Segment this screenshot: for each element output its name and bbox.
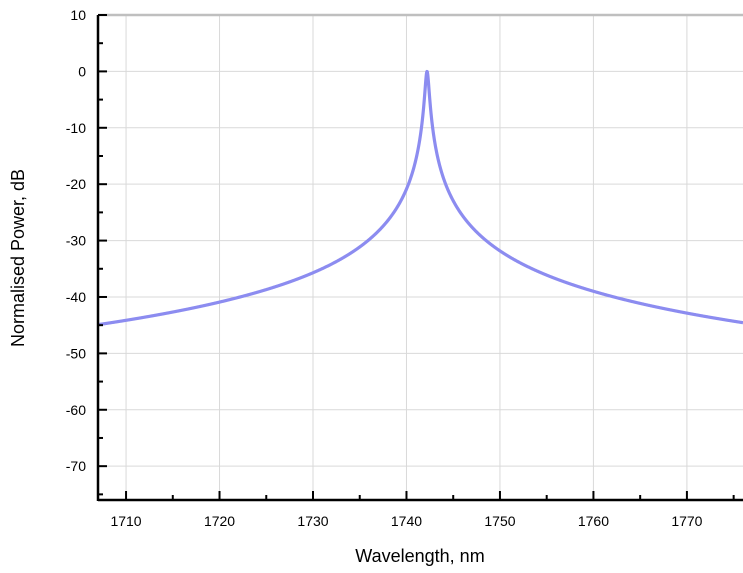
x-tick-label: 1730 [297, 513, 328, 529]
y-tick-label: -10 [66, 120, 86, 136]
y-axis-title: Normalised Power, dB [8, 169, 28, 347]
x-tick-label: 1750 [484, 513, 515, 529]
y-tick-label: -20 [66, 176, 86, 192]
y-tick-label: 10 [70, 7, 86, 23]
x-tick-label: 1720 [204, 513, 235, 529]
series-line [96, 69, 743, 327]
tick-labels: 1710 1720 1730 1740 1750 1760 1770 10 0 -10 -20 -30… [66, 7, 703, 529]
x-tick-label: 1760 [578, 513, 609, 529]
x-axis-title: Wavelength, nm [355, 546, 484, 566]
y-tick-label: -70 [66, 458, 86, 474]
ticks [98, 14, 735, 500]
x-tick-label: 1740 [391, 513, 422, 529]
y-tick-label: 0 [78, 63, 86, 79]
x-tick-label: 1710 [110, 513, 141, 529]
y-tick-label: -60 [66, 402, 86, 418]
series-layer [96, 69, 743, 327]
axes [96, 13, 743, 502]
x-tick-label: 1770 [671, 513, 702, 529]
y-tick-label: -50 [66, 345, 86, 361]
y-tick-label: -30 [66, 233, 86, 249]
y-tick-label: -40 [66, 289, 86, 305]
gridlines [98, 15, 743, 500]
